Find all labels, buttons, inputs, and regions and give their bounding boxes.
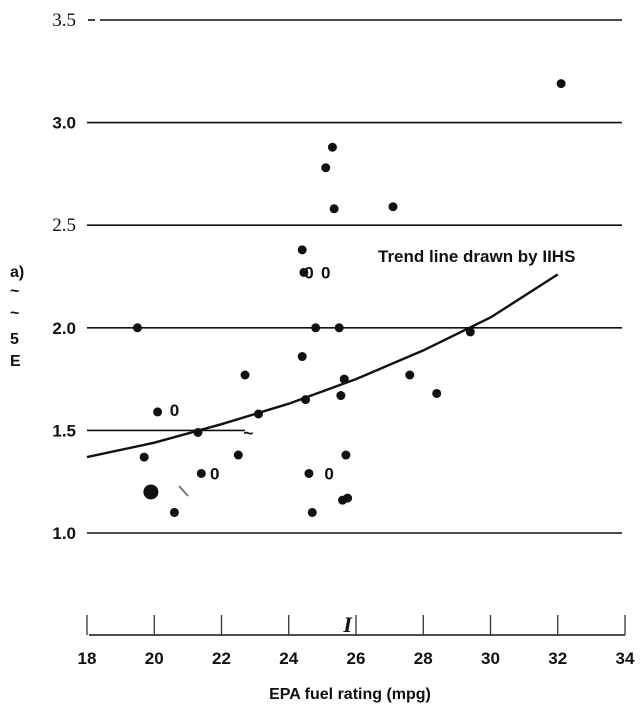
data-point bbox=[388, 202, 398, 212]
trend-line-label: Trend line drawn by IIHS bbox=[378, 247, 575, 266]
open-marker: 0 bbox=[324, 464, 333, 483]
data-point bbox=[301, 395, 311, 405]
y-tick-label: 2.0 bbox=[52, 319, 76, 338]
stray-mark: ~ bbox=[243, 423, 253, 442]
x-tick-label: 18 bbox=[78, 649, 97, 668]
data-point bbox=[132, 323, 142, 333]
open-markers: 000 00 bbox=[170, 263, 334, 483]
data-point bbox=[556, 79, 566, 89]
open-marker: 0 bbox=[321, 263, 330, 282]
y-tick-label: 1.0 bbox=[52, 524, 76, 543]
y-tick-label: 1.5 bbox=[52, 421, 76, 440]
x-tick-label: 28 bbox=[414, 649, 433, 668]
y-label-fragment: ~ bbox=[10, 305, 19, 322]
data-point bbox=[334, 323, 344, 333]
x-tick-label: 24 bbox=[279, 649, 298, 668]
data-point bbox=[297, 352, 307, 362]
x-axis bbox=[86, 615, 626, 636]
data-point bbox=[253, 409, 263, 419]
x-tick-label: 20 bbox=[145, 649, 164, 668]
data-point bbox=[153, 407, 163, 417]
horizontal-gridlines bbox=[87, 19, 622, 534]
y-tick-labels: 1.0 1.5 2.0 2.5 3.0 3.5 bbox=[52, 10, 76, 543]
open-marker: 0 bbox=[170, 401, 179, 420]
data-point bbox=[307, 507, 317, 517]
data-point bbox=[343, 493, 353, 503]
data-point bbox=[341, 450, 351, 460]
y-label-fragment: E bbox=[10, 353, 21, 370]
data-point bbox=[240, 370, 250, 380]
data-point bbox=[196, 468, 206, 478]
data-point bbox=[329, 204, 339, 214]
x-tick-label: 34 bbox=[616, 649, 635, 668]
y-label-fragment: a) bbox=[10, 264, 24, 281]
data-point bbox=[311, 323, 321, 333]
trend-line-group bbox=[86, 273, 559, 459]
data-point bbox=[336, 391, 346, 401]
open-marker: 0 bbox=[210, 464, 219, 483]
data-point bbox=[143, 484, 159, 500]
x-tick-labels: 18 20 22 24 26 28 30 32 34 bbox=[78, 649, 635, 668]
x-axis-title: EPA fuel rating (mpg) bbox=[269, 686, 431, 703]
data-point bbox=[327, 142, 337, 152]
open-marker: 0 bbox=[304, 263, 313, 282]
data-point bbox=[432, 388, 442, 398]
x-tick-label: 32 bbox=[548, 649, 567, 668]
data-point bbox=[339, 374, 349, 384]
x-tick-label: 30 bbox=[481, 649, 500, 668]
y-label-fragment: 5 bbox=[10, 331, 19, 348]
y-tick-label: 2.5 bbox=[52, 215, 76, 236]
stray-marks: ~I bbox=[243, 423, 353, 637]
stray-mark: I bbox=[342, 612, 353, 637]
x-tick-label: 22 bbox=[212, 649, 231, 668]
data-point bbox=[299, 267, 309, 277]
data-point bbox=[233, 450, 243, 460]
data-points bbox=[132, 79, 566, 517]
data-point bbox=[169, 507, 179, 517]
data-point bbox=[304, 468, 314, 478]
trend-line bbox=[86, 273, 559, 459]
y-tick-label: 3.5 bbox=[52, 10, 76, 31]
x-tick-label: 26 bbox=[347, 649, 366, 668]
data-point bbox=[465, 327, 475, 337]
stray-slash-mark bbox=[178, 485, 189, 497]
y-axis-label-fragments: a) ~ ~5 E bbox=[10, 264, 24, 370]
y-tick-label: 3.0 bbox=[52, 114, 76, 133]
y-label-fragment: ~ bbox=[10, 283, 19, 300]
data-point bbox=[321, 163, 331, 173]
data-point bbox=[139, 452, 149, 462]
data-point bbox=[297, 245, 307, 255]
data-point bbox=[193, 427, 203, 437]
data-point bbox=[405, 370, 415, 380]
